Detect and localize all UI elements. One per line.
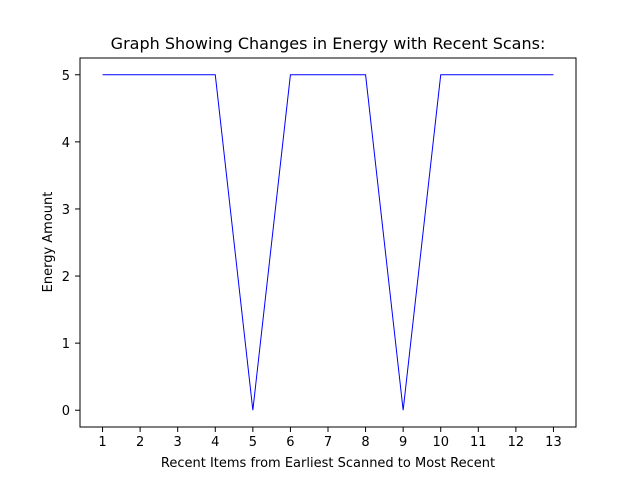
x-tick-label: 5 [249,435,257,450]
energy-series-line [102,74,554,411]
x-tick-label: 9 [399,435,407,450]
x-axis-label: Recent Items from Earliest Scanned to Mo… [161,456,495,471]
x-tick-label: 6 [286,435,294,450]
y-tick-label: 2 [62,270,70,285]
x-tick-label: 10 [432,435,449,450]
y-tick-label: 5 [62,69,70,84]
x-tick-label: 4 [211,435,219,450]
y-tick-label: 4 [62,136,70,151]
y-tick-label: 0 [62,404,70,419]
x-tick-label: 2 [136,435,144,450]
y-tick-label: 3 [62,203,70,218]
x-tick-label: 7 [324,435,332,450]
x-tick-label: 13 [545,435,562,450]
x-tick-label: 11 [470,435,487,450]
chart-title: Graph Showing Changes in Energy with Rec… [111,34,546,53]
x-tick-label: 1 [98,435,106,450]
x-tick-label: 12 [508,435,525,450]
x-tick-label: 8 [361,435,369,450]
x-tick-label: 3 [174,435,182,450]
y-tick-label: 1 [62,337,70,352]
y-axis-label: Energy Amount [41,192,56,293]
axes-frame [79,57,577,428]
